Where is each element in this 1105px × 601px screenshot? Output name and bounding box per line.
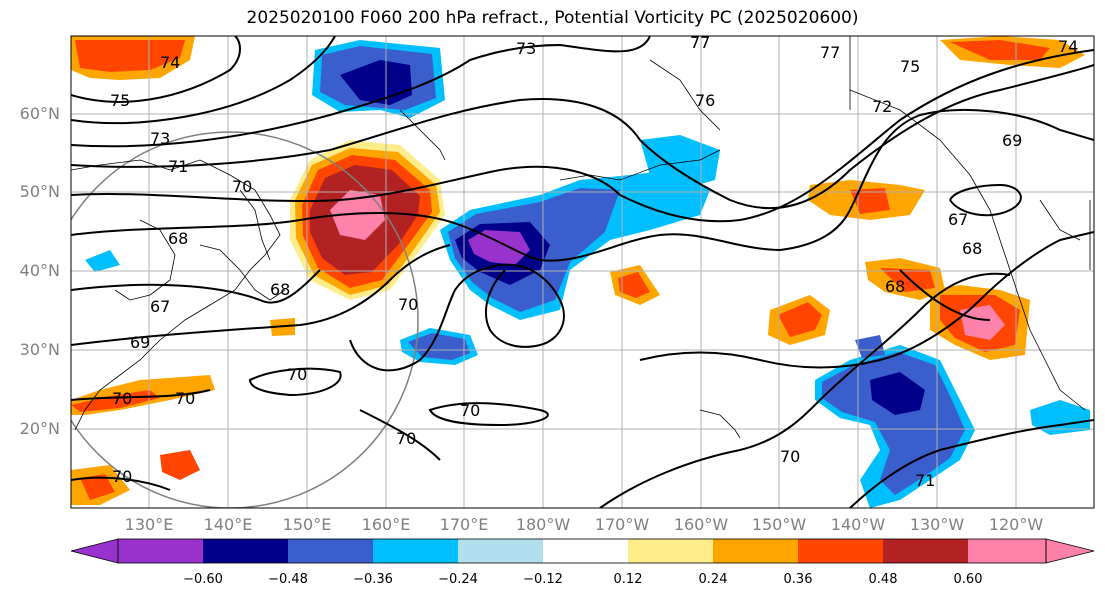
contour-label: 68 — [270, 280, 290, 299]
colorbar-bin — [373, 539, 458, 563]
colorbar-bin — [798, 539, 883, 563]
contour-label: 70 — [175, 389, 195, 408]
contour-label: 70 — [112, 389, 132, 408]
contour-label: 75 — [110, 91, 130, 110]
lon-label: 120°W — [988, 515, 1044, 534]
contour-label: 73 — [150, 129, 170, 148]
lat-label: 40°N — [19, 261, 60, 280]
contour-label: 70 — [112, 467, 132, 486]
contour-label: 75 — [900, 57, 920, 76]
colorbar-tick-label: 0.24 — [698, 572, 728, 587]
height-contours — [71, 36, 1094, 508]
colorbar-bin — [628, 539, 713, 563]
lon-label: 170°E — [439, 515, 489, 534]
lon-label: 170°W — [594, 515, 650, 534]
contour-label: 67 — [150, 297, 170, 316]
lat-label: 30°N — [19, 340, 60, 359]
lon-label: 140°W — [830, 515, 886, 534]
chart-title: 2025020100 F060 200 hPa refract., Potent… — [246, 8, 859, 28]
range-circle — [71, 131, 419, 508]
colorbar-tick-label: 0.12 — [613, 572, 643, 587]
lon-label: 180°W — [515, 515, 571, 534]
coastlines — [71, 36, 1091, 439]
contour-label: 71 — [168, 157, 188, 176]
lon-label: 140°E — [203, 515, 253, 534]
colorbar-tick-label: −0.24 — [438, 572, 478, 587]
colorbar-min-arrow — [70, 538, 119, 564]
colorbar-tick-label: 0.36 — [783, 572, 813, 587]
contour-label: 70 — [398, 295, 418, 314]
lon-label: 160°W — [673, 515, 729, 534]
contour-label: 72 — [872, 97, 892, 116]
contour-label: 73 — [516, 39, 536, 58]
contour-label: 71 — [915, 471, 935, 490]
lon-label: 130°E — [124, 515, 174, 534]
lon-label: 130°W — [909, 515, 965, 534]
colorbar-tick-label: 0.60 — [953, 572, 983, 587]
colorbar-tick-label: −0.60 — [183, 572, 223, 587]
colorbar — [70, 538, 1095, 564]
map-frame — [70, 35, 1095, 509]
pv-shading — [71, 36, 1090, 508]
contour-label: 70 — [396, 429, 416, 448]
contour-label: 69 — [1002, 131, 1022, 150]
contour-label: 68 — [962, 239, 982, 258]
colorbar-bin — [203, 539, 288, 563]
lon-label: 150°E — [282, 515, 332, 534]
lat-label: 60°N — [19, 104, 60, 123]
contour-label: 76 — [695, 91, 715, 110]
colorbar-bin — [288, 539, 373, 563]
colorbar-tick-label: −0.48 — [268, 572, 308, 587]
colorbar-tick-label: −0.12 — [523, 572, 563, 587]
contour-label: 67 — [948, 210, 968, 229]
lon-label: 150°W — [751, 515, 807, 534]
colorbar-bin — [968, 539, 1046, 563]
colorbar-bin — [543, 539, 628, 563]
colorbar-bin — [883, 539, 968, 563]
colorbar-tick-label: 0.48 — [868, 572, 898, 587]
colorbar-bin — [713, 539, 798, 563]
lon-label: 160°E — [361, 515, 411, 534]
lat-label: 20°N — [19, 419, 60, 438]
contour-label: 68 — [168, 229, 188, 248]
colorbar-bin — [118, 539, 203, 563]
colorbar-bin — [458, 539, 543, 563]
contour-label: 70 — [460, 401, 480, 420]
colorbar-tick-label: −0.36 — [353, 572, 393, 587]
lat-label: 50°N — [19, 182, 60, 201]
contour-label: 74 — [1058, 37, 1078, 56]
contour-label: 69 — [130, 333, 150, 352]
contour-label: 77 — [820, 43, 840, 62]
contour-label: 70 — [780, 447, 800, 466]
contour-label: 77 — [690, 33, 710, 52]
contour-label: 68 — [885, 277, 905, 296]
contour-label: 70 — [232, 177, 252, 196]
contour-labels: 74 75 73 71 70 68 67 68 69 70 70 70 70 7… — [110, 33, 1078, 490]
contour-label: 74 — [160, 53, 180, 72]
contour-label: 70 — [287, 365, 307, 384]
colorbar-max-arrow — [1045, 538, 1095, 564]
